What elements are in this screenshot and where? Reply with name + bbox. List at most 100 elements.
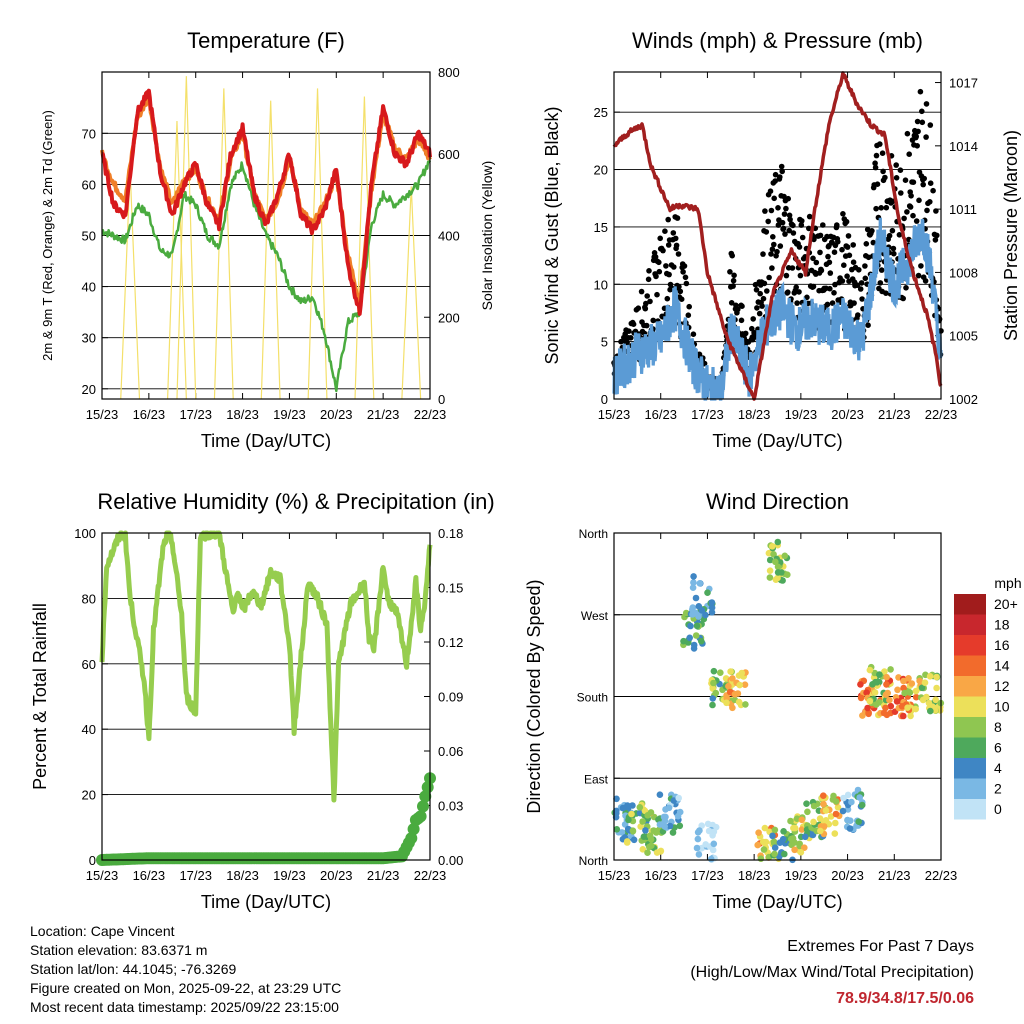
direction-point: [816, 815, 824, 822]
winds-xtick-label: 20/23: [831, 407, 864, 422]
temperature-ytick-label: 60: [82, 177, 96, 192]
extremes-heading: Extremes For Past 7 Days: [787, 938, 974, 955]
direction-point: [844, 816, 851, 824]
direction-point: [882, 704, 889, 712]
direction-point: [694, 835, 702, 843]
direction-xlabel: Time (Day/UTC): [712, 892, 842, 912]
gust-point: [731, 272, 737, 279]
direction-point: [790, 824, 797, 832]
gust-point: [831, 290, 837, 296]
gust-point: [918, 263, 924, 269]
gust-point: [774, 248, 780, 255]
winds-ytick-label: 20: [594, 163, 608, 178]
direction-point: [855, 818, 862, 825]
gust-point: [769, 265, 775, 271]
direction-point: [771, 844, 779, 851]
direction-point: [675, 794, 682, 802]
winds-xtick-label: 18/23: [738, 407, 771, 422]
gust-point: [904, 130, 911, 137]
gust-point: [756, 310, 763, 317]
gust-point: [643, 300, 649, 307]
gust-point: [696, 351, 703, 358]
direction-xtick-label: 19/23: [785, 868, 818, 883]
direction-point: [926, 673, 934, 680]
direction-point: [653, 829, 660, 836]
direction-point: [798, 816, 806, 824]
direction-point: [933, 673, 940, 681]
colorbar-swatch: [954, 778, 986, 799]
solar-insolation-peak: [120, 170, 141, 400]
gust-point: [796, 289, 802, 295]
gust-point: [780, 225, 787, 232]
direction-point: [639, 818, 646, 825]
gust-point: [786, 212, 793, 219]
gust-point: [670, 230, 677, 236]
direction-point: [846, 825, 854, 832]
direction-point: [692, 632, 700, 639]
gust-point: [768, 251, 774, 257]
direction-point: [613, 826, 621, 833]
gust-point: [841, 262, 847, 269]
direction-point: [704, 820, 712, 828]
temperature-xtick-label: 16/23: [133, 407, 166, 422]
solar-insolation-peak: [213, 88, 234, 400]
direction-point: [848, 798, 855, 806]
solar-insolation-peak: [307, 88, 328, 400]
gust-point: [877, 141, 883, 147]
relative-humidity-series: [99, 530, 433, 803]
direction-point: [731, 691, 739, 698]
gust-point: [886, 232, 893, 239]
colorbar-label: 0: [994, 801, 1002, 817]
direction-xtick-label: 20/23: [831, 868, 864, 883]
direction-point: [708, 609, 716, 616]
direction-point: [692, 609, 700, 617]
extremes-subheading: (High/Low/Max Wind/Total Precipitation): [690, 964, 974, 981]
gust-point: [907, 204, 914, 210]
gust-point: [850, 259, 857, 266]
temperature-xlabel: Time (Day/UTC): [201, 431, 331, 451]
direction-point: [883, 673, 890, 681]
gust-point: [865, 322, 871, 329]
gust-point: [672, 235, 679, 242]
direction-point: [832, 798, 840, 805]
direction-point: [644, 849, 651, 856]
direction-point: [710, 667, 718, 675]
gust-point: [862, 263, 868, 269]
gust-point: [856, 267, 862, 273]
gust-point: [919, 119, 926, 126]
gust-point: [810, 255, 816, 262]
direction-point: [779, 577, 786, 584]
gust-point: [813, 259, 820, 266]
winds-frame: [613, 71, 942, 400]
direction-point: [791, 846, 798, 854]
gust-point: [789, 265, 796, 271]
temperature-xtick-label: 17/23: [179, 407, 212, 422]
gust-point: [673, 242, 680, 249]
gust-point: [760, 295, 767, 302]
temperature-ytick-label: 50: [82, 229, 96, 244]
gust-point: [798, 222, 805, 228]
gust-point: [872, 160, 878, 166]
direction-point: [932, 696, 939, 704]
direction-point: [798, 826, 806, 833]
gust-point: [832, 281, 838, 288]
gust-point: [775, 222, 782, 228]
gust-point: [676, 283, 682, 290]
temperature-ytick-label: 40: [82, 280, 96, 295]
winds-xlabel: Time (Day/UTC): [712, 431, 842, 451]
precip-point: [417, 800, 429, 813]
direction-point: [803, 800, 810, 807]
gust-point: [930, 187, 936, 194]
gust-point: [834, 222, 840, 228]
direction-point: [832, 819, 839, 827]
direction-point: [766, 574, 774, 581]
direction-point: [774, 538, 782, 546]
humidity-ytick-label: 40: [82, 722, 96, 737]
gust-point: [674, 215, 681, 221]
precip-point: [405, 832, 418, 845]
direction-point: [669, 829, 677, 836]
gust-point: [898, 190, 904, 196]
direction-point: [831, 830, 839, 837]
gust-point: [889, 227, 896, 234]
precip-point: [414, 810, 427, 823]
